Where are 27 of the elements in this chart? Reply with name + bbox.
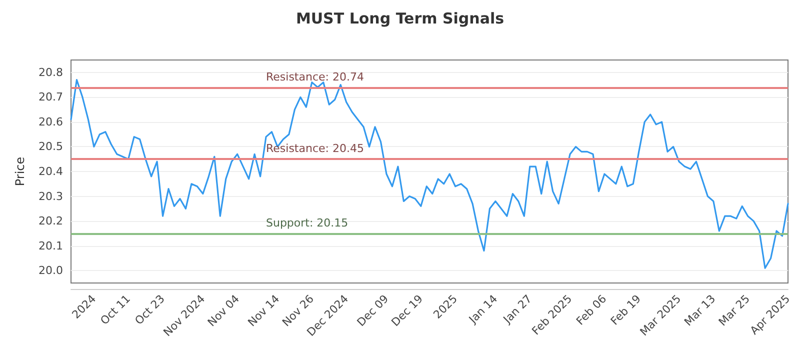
ref-line-label: Resistance: 20.74 xyxy=(266,70,364,84)
x-tick-label: Dec 19 xyxy=(388,292,426,329)
ref-line-label: Resistance: 20.45 xyxy=(266,142,364,156)
x-tick-label: Nov 04 xyxy=(205,292,242,330)
x-tick-label: Nov 14 xyxy=(245,292,282,330)
x-tick-label: Dec 09 xyxy=(354,292,392,329)
y-tick-label: 20.0 xyxy=(38,264,63,278)
x-tick-label: Jan 27 xyxy=(500,292,534,327)
y-tick-label: 20.6 xyxy=(38,115,63,128)
y-axis-title: Price xyxy=(13,156,27,186)
y-tick-label: 20.5 xyxy=(38,140,63,154)
y-tick-label: 20.2 xyxy=(38,214,63,228)
y-tick-label: 20.8 xyxy=(38,66,63,79)
line-series xyxy=(70,79,789,269)
y-tick-label: 20.1 xyxy=(38,239,63,252)
y-tick-label: 20.4 xyxy=(38,165,63,178)
x-tick-label: Mar 13 xyxy=(682,292,718,329)
y-tick-label: 20.7 xyxy=(38,90,63,104)
y-tick-label: 20.3 xyxy=(38,190,63,203)
x-tick-label: Mar 25 xyxy=(716,292,752,329)
ref-line-label: Support: 20.15 xyxy=(266,216,348,230)
x-tick-label: Feb 06 xyxy=(574,292,610,328)
chart-title: MUST Long Term Signals xyxy=(296,10,504,28)
x-tick-label: Jan 14 xyxy=(466,292,500,327)
x-tick-label: Oct 11 xyxy=(98,292,133,328)
x-tick-label: Feb 19 xyxy=(608,292,644,328)
x-tick-label: Oct 23 xyxy=(132,292,168,328)
